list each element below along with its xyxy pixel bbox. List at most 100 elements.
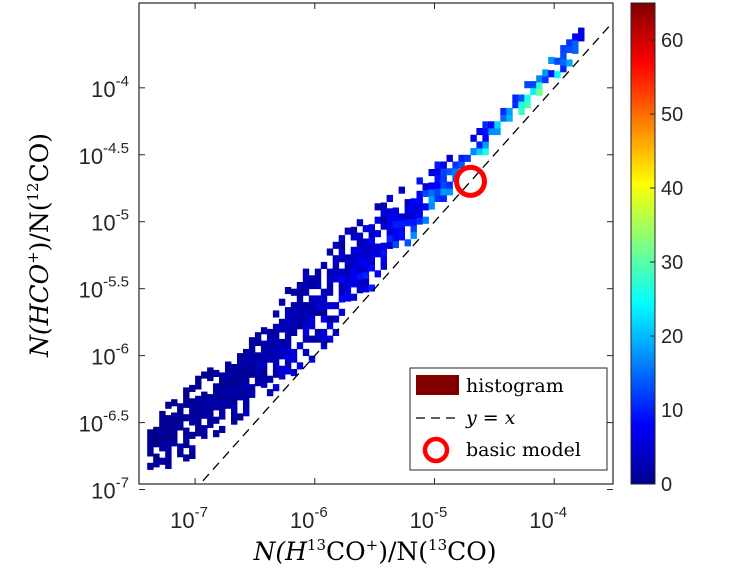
heatmap-cell	[243, 348, 250, 356]
heatmap-cell	[177, 410, 184, 418]
heatmap-cell	[231, 364, 238, 372]
heatmap-cell	[201, 405, 208, 413]
heatmap-cell	[231, 404, 238, 412]
heatmap-cell	[237, 413, 244, 421]
heatmap-cell	[344, 227, 352, 235]
heatmap-cell	[284, 307, 292, 315]
heatmap-cell	[446, 154, 453, 162]
heatmap-cell	[248, 370, 256, 378]
heatmap-cell	[398, 233, 405, 241]
heatmap-cell	[231, 377, 238, 385]
heatmap-cell	[159, 444, 166, 452]
heatmap-cell	[195, 422, 202, 430]
heatmap-cell	[195, 382, 202, 390]
heatmap-cell	[542, 69, 549, 77]
heatmap-cell	[356, 279, 364, 287]
heatmap-cell	[314, 335, 322, 343]
heatmap-cell	[332, 255, 340, 263]
heatmap-cell	[213, 390, 220, 398]
heatmap-cell	[362, 251, 370, 259]
heatmap-cell	[290, 322, 298, 330]
heatmap-cell	[518, 94, 525, 102]
heatmap-cell	[368, 251, 375, 259]
heatmap-cell	[296, 308, 304, 316]
heatmap-cell	[296, 302, 304, 310]
heatmap-cell	[278, 372, 286, 380]
heatmap-cell	[171, 439, 178, 447]
heatmap-cell	[237, 359, 244, 367]
heatmap-cell	[308, 308, 316, 316]
heatmap-cell	[350, 266, 358, 274]
colorbar-tick-label: 0	[661, 474, 672, 496]
heatmap-cell	[326, 288, 334, 296]
legend-swatch-histogram	[416, 375, 459, 395]
heatmap-cell	[177, 423, 184, 431]
heatmap-cell	[165, 455, 172, 463]
heatmap-cell	[308, 315, 316, 323]
heatmap-cell	[344, 294, 352, 302]
heatmap-cell	[512, 94, 519, 102]
heatmap-cell	[476, 148, 483, 156]
heatmap-cell	[374, 216, 381, 224]
heatmap-cell	[207, 400, 214, 408]
heatmap-cell	[326, 268, 334, 276]
heatmap-cell	[398, 220, 405, 228]
heatmap-cell	[231, 390, 238, 398]
heatmap-cell	[380, 262, 387, 270]
heatmap-cell	[314, 275, 322, 283]
heatmap-cell	[248, 390, 256, 398]
heatmap-cell	[254, 338, 262, 346]
heatmap-cell	[165, 415, 172, 423]
heatmap-cell	[434, 161, 441, 169]
heatmap-cell	[290, 355, 298, 363]
heatmap-cell	[254, 365, 262, 373]
heatmap-cell	[320, 288, 328, 296]
heatmap-cell	[344, 267, 352, 275]
heatmap-cell	[434, 181, 441, 189]
heatmap-cell	[237, 386, 244, 394]
heatmap-cell	[350, 246, 358, 254]
heatmap-cell	[422, 216, 429, 224]
heatmap-cell	[296, 288, 304, 296]
heatmap-cell	[231, 410, 238, 418]
heatmap-cell	[386, 235, 393, 243]
heatmap-cell	[362, 271, 370, 279]
heatmap-cell	[338, 288, 346, 296]
heatmap-cell	[290, 328, 298, 336]
heatmap-cell	[254, 359, 262, 367]
heatmap-cell	[440, 188, 447, 196]
heatmap-cell	[434, 168, 441, 176]
heatmap-cell	[231, 397, 238, 405]
heatmap-cell	[548, 56, 555, 64]
heatmap-cell	[296, 342, 304, 350]
heatmap-cell	[254, 352, 262, 360]
heatmap-cell	[254, 332, 262, 340]
heatmap-cell	[171, 412, 178, 420]
heatmap-cell	[272, 370, 280, 378]
heatmap-cell	[153, 453, 160, 461]
heatmap-cell	[362, 225, 370, 233]
heatmap-cell	[278, 325, 286, 333]
heatmap-cell	[380, 215, 387, 223]
heatmap-cell	[524, 94, 531, 102]
heatmap-cell	[266, 389, 274, 397]
heatmap-cell	[362, 238, 370, 246]
heatmap-cell	[344, 274, 352, 282]
heatmap-cell	[320, 302, 328, 310]
heatmap-cell	[356, 232, 364, 240]
heatmap-cell	[482, 121, 489, 129]
heatmap-cell	[440, 181, 447, 189]
colorbar-tick-label: 50	[661, 104, 683, 126]
heatmap-cell	[302, 328, 310, 336]
heatmap-cell	[542, 76, 549, 84]
heatmap-cell	[165, 435, 172, 443]
heatmap-cell	[237, 379, 244, 387]
heatmap-cell	[296, 315, 304, 323]
heatmap-cell	[482, 134, 489, 142]
heatmap-cell	[344, 281, 352, 289]
legend-label-identity: y = x	[465, 407, 516, 429]
heatmap-cell	[500, 114, 507, 122]
heatmap-cell	[374, 203, 381, 211]
heatmap-cell	[356, 272, 364, 280]
heatmap-cell	[380, 222, 387, 230]
